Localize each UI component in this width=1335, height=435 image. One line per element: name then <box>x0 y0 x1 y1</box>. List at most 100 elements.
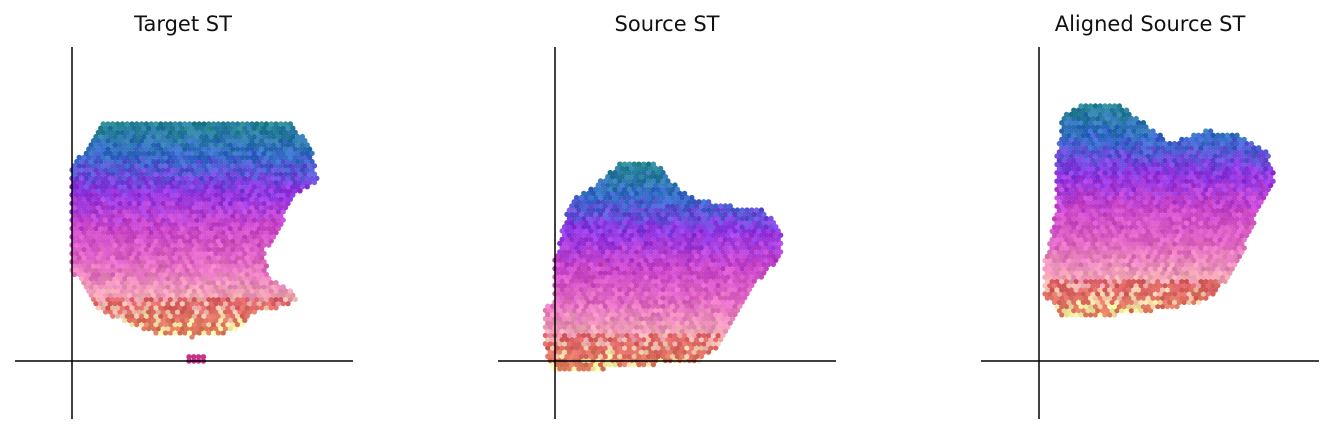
spot <box>74 259 80 265</box>
spot <box>282 188 289 194</box>
spot <box>117 184 123 190</box>
spot <box>93 225 99 232</box>
spot <box>167 213 174 219</box>
spot <box>122 275 128 282</box>
spot <box>162 271 169 278</box>
spot <box>275 184 282 190</box>
spot <box>220 188 226 194</box>
spot <box>237 275 243 282</box>
spot <box>287 288 294 294</box>
spot <box>88 184 94 190</box>
spot <box>102 192 109 198</box>
spot <box>244 288 250 294</box>
spot <box>143 238 150 244</box>
spot <box>136 267 142 273</box>
spot <box>189 317 195 323</box>
spot <box>206 196 212 202</box>
spot <box>249 288 255 294</box>
spot <box>270 225 277 232</box>
spot <box>227 309 234 315</box>
spot <box>545 303 551 309</box>
spot <box>218 250 224 257</box>
spot <box>90 229 97 236</box>
spot <box>244 229 250 236</box>
spot <box>254 204 260 211</box>
spot <box>218 184 224 190</box>
spot <box>90 280 97 286</box>
spot <box>182 313 188 319</box>
spot <box>263 213 270 219</box>
spot <box>110 288 116 294</box>
spot <box>83 234 90 240</box>
spot <box>177 280 183 286</box>
spot <box>134 271 140 278</box>
spot <box>194 267 200 273</box>
spot <box>186 221 193 227</box>
spot <box>136 259 142 265</box>
spot <box>191 221 198 227</box>
spot <box>215 204 222 211</box>
spot <box>273 280 279 286</box>
spot <box>225 280 231 286</box>
spot <box>81 196 87 202</box>
spot <box>105 238 111 244</box>
spot <box>114 221 121 227</box>
spot <box>184 300 190 307</box>
spot <box>95 288 102 294</box>
spot <box>251 275 258 282</box>
spot <box>189 259 195 265</box>
spot <box>256 275 262 282</box>
spot <box>198 242 205 248</box>
spot <box>258 213 265 219</box>
spot <box>186 213 193 219</box>
spot <box>170 242 176 248</box>
spot <box>174 284 181 290</box>
spot <box>227 192 234 198</box>
panel-title-source: Source ST <box>614 12 720 36</box>
spot <box>186 313 193 319</box>
spot <box>134 188 140 194</box>
spot <box>131 225 138 232</box>
spot <box>266 242 272 248</box>
spot <box>100 263 106 269</box>
spot <box>136 284 142 290</box>
spot <box>275 200 282 207</box>
spot <box>196 213 202 219</box>
spot <box>191 188 198 194</box>
spot <box>148 188 154 194</box>
spot <box>122 209 128 215</box>
spot <box>122 200 128 207</box>
spot <box>189 184 195 190</box>
spot <box>215 280 222 286</box>
spot <box>102 234 109 240</box>
spot <box>242 300 248 307</box>
spot <box>88 242 94 248</box>
spot <box>148 213 154 219</box>
spot <box>266 292 272 298</box>
spot <box>268 305 274 311</box>
spot <box>234 229 241 236</box>
spot <box>150 317 157 323</box>
spot <box>208 300 214 307</box>
spot <box>280 184 286 190</box>
spot <box>93 300 99 307</box>
spot <box>239 229 246 236</box>
spot <box>88 192 94 198</box>
spot <box>155 292 162 298</box>
spot <box>100 238 106 244</box>
spot <box>194 250 200 257</box>
spot <box>107 209 114 215</box>
spot <box>206 313 212 319</box>
spot <box>246 242 253 248</box>
spot <box>81 271 87 278</box>
spot <box>215 330 222 336</box>
spot <box>167 263 174 269</box>
spot <box>230 238 236 244</box>
spot <box>242 317 248 323</box>
spot <box>102 209 109 215</box>
spot <box>174 317 181 323</box>
spot <box>122 192 128 198</box>
spot <box>194 217 200 223</box>
spot <box>177 305 183 311</box>
spot <box>76 154 82 161</box>
